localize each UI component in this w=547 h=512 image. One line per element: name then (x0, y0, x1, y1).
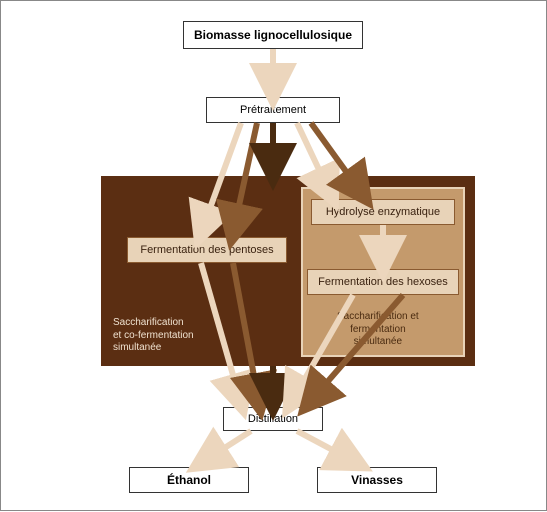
arrow (201, 431, 251, 463)
node-ethanol-label: Éthanol (167, 473, 211, 487)
node-distillation-label: Distillation (248, 413, 298, 425)
caption-outer: Saccharificationet co-fermentationsimult… (113, 317, 194, 355)
node-pretreat: Prétraitement (206, 97, 340, 123)
node-pretreat-label: Prétraitement (240, 104, 306, 116)
node-hexoses-label: Fermentation des hexoses (318, 276, 448, 288)
node-biomass: Biomasse lignocellulosique (183, 21, 363, 49)
node-hydrolysis: Hydrolyse enzymatique (311, 199, 455, 225)
caption-inner: Saccharification etfermentationsimultané… (337, 311, 419, 349)
node-biomass-label: Biomasse lignocellulosique (194, 28, 352, 42)
node-hydrolysis-label: Hydrolyse enzymatique (326, 206, 440, 218)
node-vinasses-label: Vinasses (351, 473, 403, 487)
node-ethanol: Éthanol (129, 467, 249, 493)
node-pentoses: Fermentation des pentoses (127, 237, 287, 263)
node-distillation: Distillation (223, 407, 323, 431)
arrow (297, 431, 357, 463)
diagram-canvas: Biomasse lignocellulosique Prétraitement… (0, 0, 547, 511)
node-pentoses-label: Fermentation des pentoses (140, 244, 273, 256)
node-vinasses: Vinasses (317, 467, 437, 493)
node-hexoses: Fermentation des hexoses (307, 269, 459, 295)
